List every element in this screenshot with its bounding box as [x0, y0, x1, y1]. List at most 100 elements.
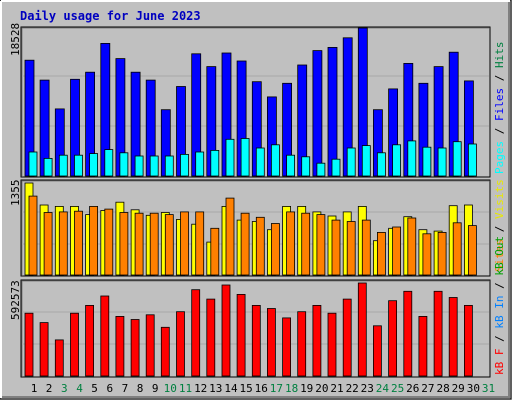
hits-max-label: 18528 — [9, 23, 22, 56]
kb-f-bar — [160, 326, 170, 377]
files-bar — [210, 149, 220, 177]
kb-f-bar — [176, 311, 185, 377]
kb-f-bar — [54, 339, 64, 377]
sites-bar — [58, 211, 68, 276]
chart-title: Daily usage for June 2023 — [20, 9, 201, 23]
kb-f-bar — [463, 304, 473, 377]
legend-files: Files — [493, 88, 506, 121]
kbytes-panel: 592573 kB F / kB In / kB Out — [9, 236, 506, 378]
legend-hits: Hits — [493, 42, 506, 69]
sites-bar — [376, 231, 386, 276]
hits-panel: 18528 Pages / Files / Hits — [9, 23, 506, 178]
files-bar — [195, 151, 205, 177]
sites-bar — [437, 231, 447, 276]
sites-bar — [452, 222, 462, 276]
legend-visits: Visits — [493, 179, 506, 219]
day-label: 25 — [391, 382, 404, 395]
sites-bar — [74, 210, 83, 276]
sites-bar — [225, 197, 235, 276]
day-label: 2 — [46, 382, 53, 395]
day-labels: 1 2 3 4 5 6 7 8 9 10 11 12 13 14 15 16 17 18 19 20 21 22 23 24 2… — [31, 382, 495, 395]
files-bar — [270, 144, 280, 177]
day-label: 21 — [330, 382, 343, 395]
kb-f-bar — [221, 284, 231, 377]
kb-f-bar — [85, 304, 94, 377]
day-label: 6 — [106, 382, 113, 395]
day-label: 15 — [239, 382, 252, 395]
files-bar — [134, 155, 144, 177]
files-bar — [119, 152, 129, 177]
day-label: 16 — [255, 382, 268, 395]
sites-bar — [195, 211, 205, 276]
kb-f-bar — [357, 282, 367, 377]
sites-bar — [331, 219, 341, 276]
kb-f-bar — [297, 311, 307, 377]
files-bar — [467, 143, 477, 177]
day-label: 3 — [61, 382, 68, 395]
sites-bar — [255, 216, 265, 276]
day-label: 9 — [152, 382, 159, 395]
day-label: 29 — [452, 382, 465, 395]
kbytes-max-label: 592573 — [9, 280, 22, 320]
sites-bar — [119, 212, 129, 276]
day-label: 12 — [194, 382, 207, 395]
files-bar — [422, 146, 432, 177]
files-bar — [240, 138, 250, 177]
files-bar — [361, 145, 371, 177]
kb-f-bar — [130, 319, 140, 377]
files-bar — [164, 155, 174, 177]
files-bar — [43, 157, 53, 177]
hits-bar — [312, 50, 323, 177]
sites-bar — [164, 214, 174, 276]
kbytes-legend: kB F / kB In / kB Out — [493, 236, 506, 375]
day-label: 22 — [346, 382, 359, 395]
kb-f-bar — [448, 297, 458, 377]
files-bar — [225, 138, 235, 177]
sites-bar — [43, 212, 53, 276]
kb-f-bar — [266, 308, 276, 377]
day-label: 4 — [76, 382, 83, 395]
sites-bar — [89, 205, 98, 276]
day-label: 13 — [209, 382, 222, 395]
kb-f-bar — [206, 298, 216, 377]
day-label: 17 — [270, 382, 283, 395]
sites-bar — [422, 233, 432, 276]
day-label: 8 — [137, 382, 144, 395]
kb-f-bar — [251, 304, 261, 377]
day-label: 7 — [122, 382, 129, 395]
day-label: 28 — [436, 382, 449, 395]
hits-legend: Pages / Files / Hits — [493, 42, 506, 175]
files-bar — [104, 149, 114, 177]
sites-bar — [270, 223, 280, 276]
kb-f-bar — [433, 290, 443, 377]
day-label: 1 — [31, 382, 38, 395]
sites-bar — [346, 221, 356, 276]
kb-f-bar — [145, 314, 155, 377]
files-bar — [286, 154, 296, 177]
day-label: 20 — [315, 382, 328, 395]
day-label: 31 — [482, 382, 495, 395]
sites-bar — [240, 212, 250, 276]
sites-bar — [104, 208, 114, 276]
kb-f-bar — [236, 293, 246, 377]
legend-kb-out: kB Out — [493, 236, 506, 276]
kb-f-bar — [372, 325, 382, 377]
files-bar — [180, 153, 189, 177]
hits-bar — [327, 47, 338, 177]
kb-f-bar — [388, 300, 398, 377]
visits-panel: 1355 Sites / Visits — [9, 179, 506, 277]
kb-f-bar — [327, 312, 337, 377]
files-bar — [28, 151, 38, 177]
kb-f-bar — [312, 304, 322, 377]
day-label: 11 — [179, 382, 192, 395]
sites-bar — [316, 214, 326, 276]
sites-bar — [149, 212, 159, 276]
day-label: 18 — [285, 382, 298, 395]
kb-f-bar — [282, 317, 292, 377]
sites-bar — [467, 225, 477, 276]
day-label: 30 — [467, 382, 480, 395]
sites-bar — [407, 217, 417, 276]
sites-bar — [210, 227, 220, 276]
kb-f-bar — [342, 298, 352, 377]
